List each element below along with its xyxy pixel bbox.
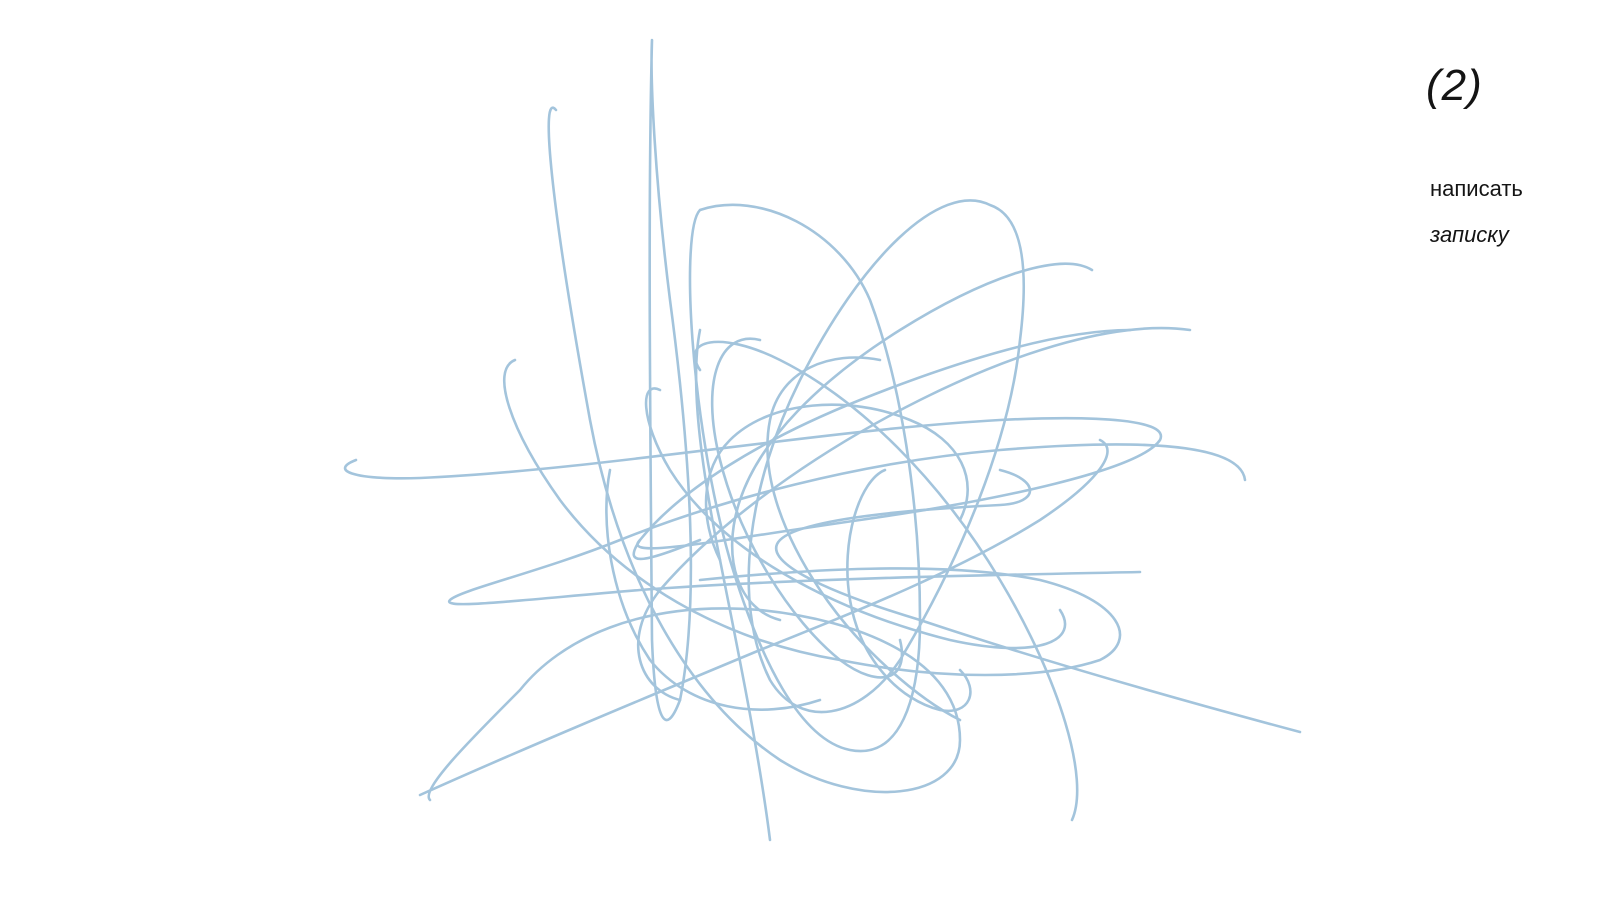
scribble-stroke <box>694 328 772 842</box>
scribble-stroke <box>710 337 904 679</box>
step-number: (2) <box>1426 61 1483 110</box>
scribble-stroke <box>636 326 1192 702</box>
scribble-stroke <box>747 199 1026 714</box>
scribble-strokes <box>343 38 1302 842</box>
note-text-line-2: записку <box>1430 222 1509 247</box>
scribble-stroke <box>632 328 1132 561</box>
scribble-stroke <box>688 203 922 753</box>
scribble-stroke <box>447 443 1247 606</box>
scribble-stroke <box>605 468 822 711</box>
scribble-stroke <box>766 356 962 722</box>
scribble-stroke <box>418 438 1109 797</box>
scribble-stroke <box>730 262 1094 622</box>
scribble-stroke <box>644 387 1067 650</box>
scribble-stroke <box>427 106 962 802</box>
note-text-line-1: написать <box>1430 176 1523 201</box>
scribble-stroke <box>774 468 1302 734</box>
scribble-stroke <box>502 358 1122 677</box>
scribble-stroke <box>846 468 972 713</box>
note-panel: (2) написать записку <box>1426 64 1590 258</box>
scribble-stroke <box>693 340 1079 822</box>
